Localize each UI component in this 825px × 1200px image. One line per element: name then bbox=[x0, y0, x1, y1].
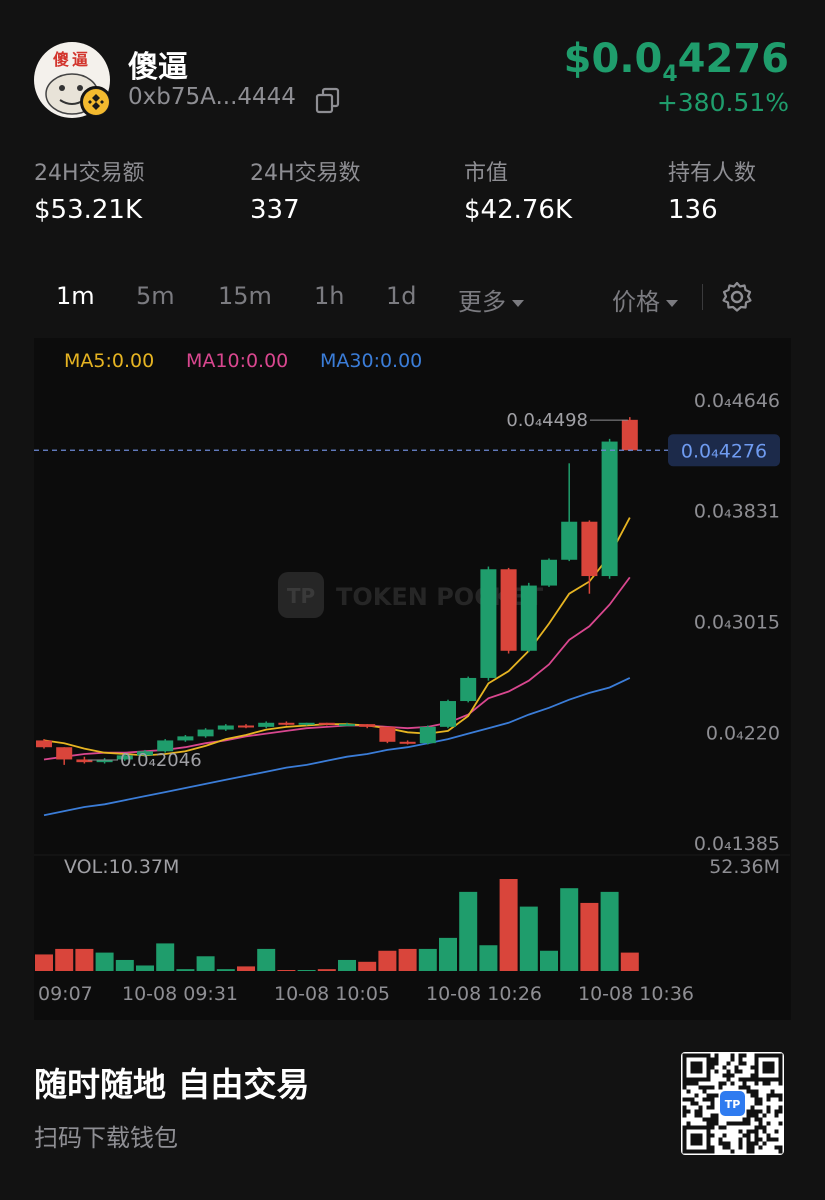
chart-panel bbox=[34, 338, 791, 1020]
footer-subtitle: 扫码下载钱包 bbox=[34, 1124, 178, 1152]
token-name: 傻逼 bbox=[128, 50, 188, 85]
more-dropdown[interactable]: 更多 bbox=[458, 282, 524, 317]
chevron-down-icon bbox=[666, 299, 678, 307]
tab-5m[interactable]: 5m bbox=[136, 282, 175, 310]
price-subscript: 4 bbox=[662, 62, 678, 87]
price-mode-dropdown[interactable]: 价格 bbox=[612, 282, 678, 317]
stat-holders: 持有人数 136 bbox=[668, 155, 756, 225]
stat-label: 24H交易额 bbox=[34, 161, 145, 186]
stat-value: $42.76K bbox=[464, 195, 573, 225]
token-address: 0xb75A...4444 bbox=[128, 84, 296, 110]
tab-1h[interactable]: 1h bbox=[314, 282, 345, 310]
stat-label: 24H交易数 bbox=[250, 161, 361, 186]
download-qr-code[interactable]: TP bbox=[681, 1052, 784, 1155]
tab-1d[interactable]: 1d bbox=[386, 282, 417, 310]
stat-label: 市值 bbox=[464, 161, 509, 186]
bnb-chain-icon bbox=[80, 86, 112, 118]
volume-label: VOL:10.37M bbox=[64, 856, 180, 878]
ma5-legend: MA5:0.00 bbox=[64, 350, 155, 372]
chevron-down-icon bbox=[512, 299, 524, 307]
gear-icon[interactable] bbox=[720, 280, 754, 314]
svg-text:TP: TP bbox=[725, 1098, 741, 1111]
price-change: +380.51% bbox=[656, 88, 789, 117]
footer-title: 随时随地 自由交易 bbox=[34, 1065, 310, 1104]
token-price: $0.044276 bbox=[564, 36, 789, 87]
stat-24h-volume: 24H交易额 $53.21K bbox=[34, 155, 145, 225]
more-label: 更多 bbox=[458, 288, 506, 316]
avatar-text: 傻逼 bbox=[52, 50, 91, 69]
tab-15m[interactable]: 15m bbox=[218, 282, 272, 310]
ma30-legend: MA30:0.00 bbox=[320, 350, 423, 372]
token-header: 傻逼 傻逼 0xb75A...4444 $0.044276 +380.51% bbox=[0, 0, 825, 140]
tab-1m[interactable]: 1m bbox=[56, 282, 95, 310]
interval-tabs: 1m 5m 15m 1h 1d 更多 价格 bbox=[0, 268, 825, 324]
stat-value: 337 bbox=[250, 195, 300, 225]
stat-24h-trades: 24H交易数 337 bbox=[250, 155, 361, 225]
tab-divider bbox=[702, 284, 703, 310]
price-prefix: $0.0 bbox=[563, 36, 663, 82]
stat-market-cap: 市值 $42.76K bbox=[464, 155, 572, 225]
stat-label: 持有人数 bbox=[668, 161, 757, 186]
price-rest: 4276 bbox=[677, 36, 789, 82]
qr-code-icon: TP bbox=[682, 1053, 783, 1154]
stat-value: $53.21K bbox=[34, 195, 143, 225]
price-mode-label: 价格 bbox=[612, 288, 660, 316]
stat-value: 136 bbox=[668, 195, 718, 225]
ma10-legend: MA10:0.00 bbox=[186, 350, 289, 372]
copy-icon[interactable] bbox=[314, 86, 342, 114]
